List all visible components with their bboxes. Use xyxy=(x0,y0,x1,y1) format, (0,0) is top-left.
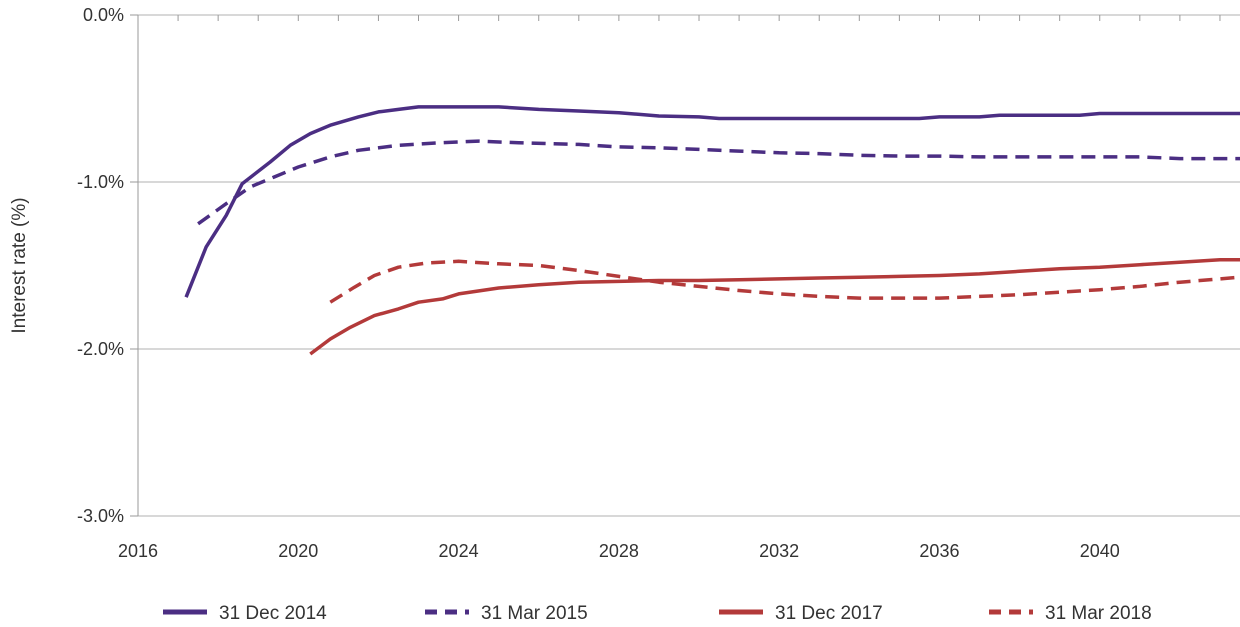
legend-label: 31 Mar 2015 xyxy=(481,603,588,624)
gridlines xyxy=(138,14,1240,517)
x-tick-label: 2032 xyxy=(759,541,799,561)
y-tick-label: -1.0% xyxy=(77,172,124,192)
y-tick-label: -3.0% xyxy=(77,506,124,526)
legend-label: 31 Dec 2014 xyxy=(219,603,327,624)
series-line-2 xyxy=(309,257,1240,356)
x-tick-label: 2028 xyxy=(599,541,639,561)
y-axis: 0.0% -1.0% -2.0% -3.0% xyxy=(77,5,139,526)
x-tick-label: 2020 xyxy=(278,541,318,561)
legend: 31 Dec 2014 31 Mar 2015 31 Dec 2017 31 Mar … xyxy=(163,603,1152,624)
legend-label: 31 Dec 2017 xyxy=(775,603,883,624)
x-tick-label: 2036 xyxy=(919,541,959,561)
series-line-0 xyxy=(184,105,1240,298)
y-tick-label: 0.0% xyxy=(83,5,124,25)
x-tick-label: 2040 xyxy=(1080,541,1120,561)
legend-label: 31 Mar 2018 xyxy=(1045,603,1152,624)
x-axis: 2016 2020 2024 2028 2032 2036 2040 xyxy=(118,15,1221,561)
series-line-3 xyxy=(329,259,1240,304)
x-tick-label: 2024 xyxy=(439,541,479,561)
series-line-1 xyxy=(197,139,1240,226)
y-tick-label: -2.0% xyxy=(77,339,124,359)
x-tick-label: 2016 xyxy=(118,541,158,561)
y-axis-title: Interest rate (%) xyxy=(9,197,30,333)
series-lines xyxy=(184,105,1240,356)
